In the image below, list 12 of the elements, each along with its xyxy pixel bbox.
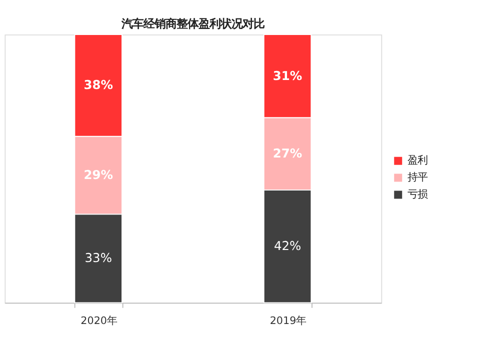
x-tick-label: 2020年 xyxy=(80,314,117,327)
data-label: 42% xyxy=(274,239,302,254)
data-label: 31% xyxy=(272,68,302,83)
legend-label: 盈利 xyxy=(408,154,428,167)
chart-title: 汽车经销商整体盈利状况对比 xyxy=(120,17,264,30)
data-label: 29% xyxy=(84,168,113,182)
legend-label: 持平 xyxy=(408,172,428,184)
data-label: 33% xyxy=(84,251,112,266)
x-tick-label: 2019年 xyxy=(270,314,306,327)
data-label: 27% xyxy=(272,146,302,161)
legend-label: 亏损 xyxy=(408,188,428,201)
data-label: 38% xyxy=(84,78,113,92)
